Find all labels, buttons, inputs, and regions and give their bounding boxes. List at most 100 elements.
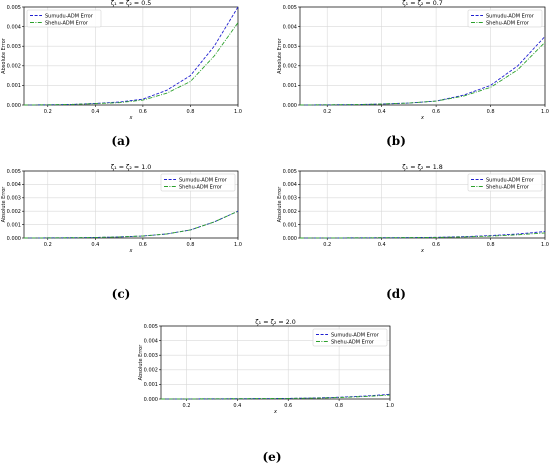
legend-entry: Sumudu-ADM Error bbox=[45, 13, 94, 19]
chart-title: ζ₁ = ζ₂ = 1.8 bbox=[402, 164, 442, 171]
series-line-shehu bbox=[23, 210, 239, 239]
y-axis-label: Absolute Error bbox=[1, 37, 7, 74]
y-tick-label: 0.000 bbox=[7, 103, 21, 109]
legend-entry: Sumudu-ADM Error bbox=[179, 177, 228, 183]
y-tick-label: 0.005 bbox=[144, 324, 158, 330]
chart-panel-c: 0.2 0.4 0.6 0.8 1.0 0.000 0.001 0.002 0.003 0.004… bbox=[1, 164, 242, 301]
legend-box bbox=[26, 9, 102, 28]
x-tick-label: 0.2 bbox=[44, 109, 52, 115]
y-tick-label: 0.003 bbox=[283, 196, 297, 202]
y-tick-label: 0.004 bbox=[7, 182, 21, 188]
y-axis-label: Absolute Error bbox=[277, 186, 283, 223]
x-tick-label: 0.8 bbox=[487, 109, 495, 115]
x-tick-label: 0.6 bbox=[139, 109, 147, 115]
x-axis-label: x bbox=[420, 115, 424, 121]
y-tick-label: 0.002 bbox=[283, 209, 297, 215]
series-line-sumudu bbox=[160, 393, 391, 400]
x-axis-label: x bbox=[129, 248, 133, 254]
x-tick-label: 0.8 bbox=[186, 109, 194, 115]
x-tick-label: 0.8 bbox=[335, 403, 343, 409]
x-tick-label: 1.0 bbox=[234, 109, 242, 115]
chart-title: ζ₁ = ζ₂ = 0.5 bbox=[111, 0, 151, 7]
x-tick-label: 0.4 bbox=[378, 109, 386, 115]
y-axis-label: Absolute Error bbox=[138, 344, 144, 381]
legend-box bbox=[312, 328, 388, 347]
legend-entry: Shehu-ADM Error bbox=[486, 20, 530, 26]
legend-entry: Sumudu-ADM Error bbox=[486, 13, 535, 19]
x-tick-label: 0.4 bbox=[378, 242, 386, 248]
y-tick-label: 0.003 bbox=[283, 44, 297, 50]
series-line-sumudu bbox=[23, 6, 239, 106]
plot-frame bbox=[23, 6, 239, 106]
y-tick-label: 0.001 bbox=[283, 222, 297, 228]
plot-frame bbox=[299, 6, 546, 106]
panel-caption: (e) bbox=[263, 450, 282, 464]
legend-box bbox=[467, 173, 543, 192]
x-tick-label: 1.0 bbox=[541, 109, 549, 115]
x-tick-label: 0.2 bbox=[182, 403, 190, 409]
y-tick-label: 0.005 bbox=[7, 169, 21, 175]
x-axis-label: x bbox=[420, 248, 424, 254]
y-tick-label: 0.003 bbox=[7, 44, 21, 50]
legend-entry: Shehu-ADM Error bbox=[179, 184, 223, 190]
x-axis-label: x bbox=[129, 115, 133, 121]
legend-box bbox=[467, 9, 543, 28]
y-tick-label: 0.001 bbox=[144, 382, 158, 388]
chart-title: ζ₁ = ζ₂ = 2.0 bbox=[255, 319, 295, 326]
legend-entry: Shehu-ADM Error bbox=[331, 339, 375, 345]
x-tick-label: 0.6 bbox=[432, 109, 440, 115]
x-tick-label: 0.2 bbox=[323, 109, 331, 115]
x-tick-label: 1.0 bbox=[541, 242, 549, 248]
x-tick-label: 1.0 bbox=[386, 403, 394, 409]
y-tick-label: 0.002 bbox=[7, 64, 21, 70]
x-tick-label: 0.6 bbox=[284, 403, 292, 409]
legend-box bbox=[160, 173, 236, 192]
chart-panel-e: 0.2 0.4 0.6 0.8 1.0 0.000 0.001 0.002 0.003 0.004… bbox=[138, 319, 394, 464]
chart-title: ζ₁ = ζ₂ = 1.0 bbox=[111, 164, 151, 171]
chart-title: ζ₁ = ζ₂ = 0.7 bbox=[402, 0, 442, 7]
series-line-shehu bbox=[299, 232, 546, 239]
panel-caption: (c) bbox=[112, 287, 131, 301]
legend-entry: Sumudu-ADM Error bbox=[486, 177, 535, 183]
chart-panel-b: 0.2 0.4 0.6 0.8 1.0 0.000 0.001 0.002 0.003 0.004… bbox=[277, 0, 549, 148]
plot-frame bbox=[160, 325, 391, 400]
y-tick-label: 0.000 bbox=[144, 397, 158, 403]
y-tick-label: 0.004 bbox=[144, 338, 158, 344]
y-tick-label: 0.001 bbox=[283, 83, 297, 89]
chart-panel-d: 0.2 0.4 0.6 0.8 1.0 0.000 0.001 0.002 0.003 0.004… bbox=[277, 164, 549, 301]
x-tick-label: 0.4 bbox=[233, 403, 241, 409]
x-tick-label: 0.6 bbox=[432, 242, 440, 248]
legend-entry: Shehu-ADM Error bbox=[45, 20, 89, 26]
y-tick-label: 0.004 bbox=[283, 182, 297, 188]
y-tick-label: 0.002 bbox=[283, 64, 297, 70]
y-tick-label: 0.004 bbox=[283, 24, 297, 30]
y-tick-label: 0.005 bbox=[283, 5, 297, 11]
x-tick-label: 0.8 bbox=[186, 242, 194, 248]
legend-entry: Sumudu-ADM Error bbox=[331, 332, 380, 338]
y-tick-label: 0.002 bbox=[7, 209, 21, 215]
plot-frame bbox=[299, 170, 546, 239]
series-line-shehu bbox=[23, 22, 239, 106]
panel-caption: (d) bbox=[386, 287, 406, 301]
x-tick-label: 0.6 bbox=[139, 242, 147, 248]
y-tick-label: 0.001 bbox=[7, 83, 21, 89]
y-tick-label: 0.004 bbox=[7, 24, 21, 30]
y-tick-label: 0.000 bbox=[283, 236, 297, 242]
x-tick-label: 0.4 bbox=[91, 242, 99, 248]
y-tick-label: 0.003 bbox=[7, 196, 21, 202]
y-tick-label: 0.002 bbox=[144, 368, 158, 374]
x-tick-label: 0.2 bbox=[44, 242, 52, 248]
y-tick-label: 0.005 bbox=[7, 5, 21, 11]
y-tick-label: 0.005 bbox=[283, 169, 297, 175]
series-line-shehu bbox=[299, 41, 546, 106]
series-line-shehu bbox=[160, 394, 391, 400]
x-tick-label: 0.8 bbox=[487, 242, 495, 248]
legend-entry: Shehu-ADM Error bbox=[486, 184, 530, 190]
y-tick-label: 0.000 bbox=[283, 103, 297, 109]
panel-caption: (a) bbox=[111, 134, 130, 148]
